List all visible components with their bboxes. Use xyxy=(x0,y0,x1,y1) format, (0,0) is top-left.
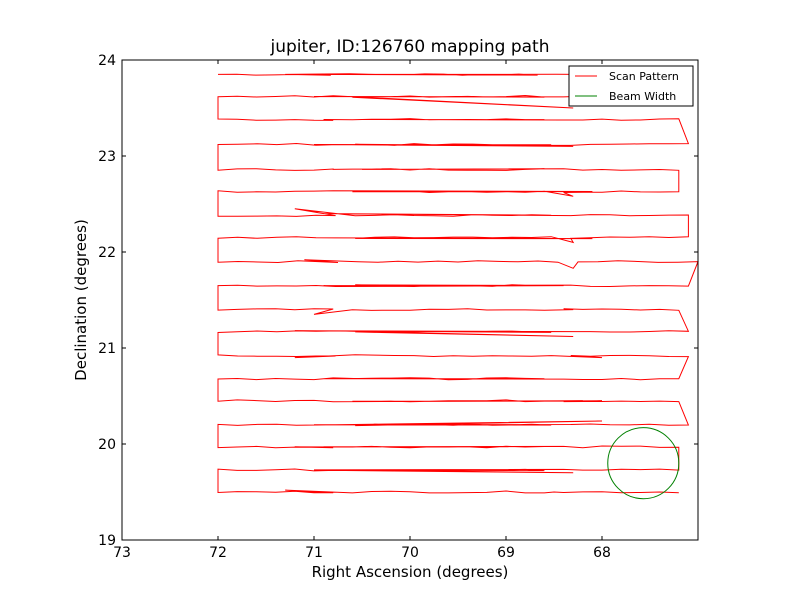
plot-area xyxy=(217,72,699,500)
x-tick-label: 73 xyxy=(113,545,131,561)
y-tick-label: 19 xyxy=(98,533,116,549)
x-tick-label: 70 xyxy=(401,545,419,561)
x-axis: 73 72 71 70 69 68 xyxy=(113,60,611,561)
x-tick-label: 69 xyxy=(497,545,515,561)
x-tick-label: 68 xyxy=(593,545,611,561)
legend-box xyxy=(568,65,694,107)
y-tick-label: 22 xyxy=(98,245,116,261)
beam-width-circle xyxy=(607,427,680,500)
y-tick-label: 20 xyxy=(98,437,116,453)
legend-label-beam-width: Beam Width xyxy=(609,90,676,103)
y-axis: 19 20 21 22 23 24 xyxy=(98,53,698,549)
y-tick-label: 23 xyxy=(98,149,116,165)
scan-pattern-line xyxy=(217,72,699,494)
x-axis-label: Right Ascension (degrees) xyxy=(312,563,509,581)
y-tick-label: 24 xyxy=(98,53,116,69)
x-tick-label: 72 xyxy=(209,545,227,561)
chart-title: jupiter, ID:126760 mapping path xyxy=(270,37,550,57)
legend-label-scan-pattern: Scan Pattern xyxy=(609,70,679,83)
x-tick-label: 71 xyxy=(305,545,323,561)
legend: Scan Pattern Beam Width xyxy=(568,65,694,107)
y-axis-label: Declination (degrees) xyxy=(72,219,90,381)
y-tick-label: 21 xyxy=(98,341,116,357)
